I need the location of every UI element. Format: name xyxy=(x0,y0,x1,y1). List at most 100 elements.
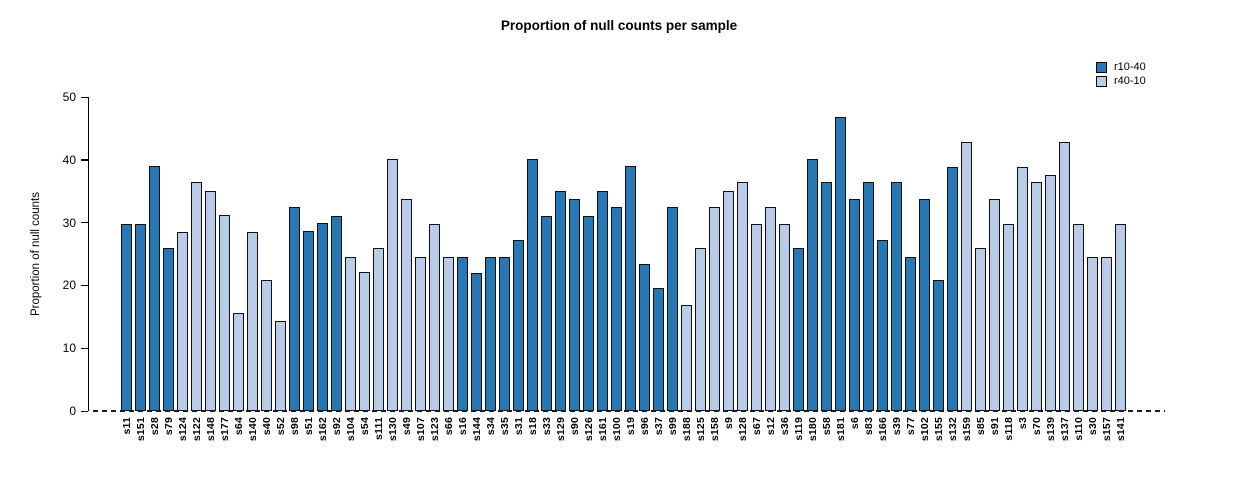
bar xyxy=(905,257,916,411)
bar xyxy=(261,280,272,411)
bar xyxy=(345,257,356,411)
x-tick-label: s155 xyxy=(932,417,945,442)
bar xyxy=(121,223,132,411)
x-tick-label: s98 xyxy=(288,417,301,436)
bar-slot: s122 xyxy=(191,97,203,441)
x-tick-label: s77 xyxy=(904,417,917,436)
bar xyxy=(835,117,846,411)
legend-label: r40-10 xyxy=(1114,74,1146,87)
x-tick-label: s132 xyxy=(946,417,959,442)
x-tick-label: s19 xyxy=(624,417,637,436)
bar xyxy=(1003,223,1014,411)
legend-swatch-r10-40 xyxy=(1096,61,1107,73)
x-tick-label: s166 xyxy=(876,417,889,442)
bar-slot: s180 xyxy=(807,97,819,441)
bar-slot: s158 xyxy=(709,97,721,441)
bar xyxy=(415,257,426,411)
bar xyxy=(1059,142,1070,411)
x-tick-label: s51 xyxy=(302,417,315,436)
bar xyxy=(247,232,258,411)
bar xyxy=(667,206,678,411)
bar-slot: s144 xyxy=(471,97,483,441)
chart-title: Proportion of null counts per sample xyxy=(500,18,738,33)
bar-slot: s52 xyxy=(275,97,287,435)
bar xyxy=(751,223,762,411)
bar-slot: s64 xyxy=(233,97,245,435)
y-tick-label: 10 xyxy=(62,341,76,356)
x-tick-label: s49 xyxy=(400,417,413,436)
bar-slot: s49 xyxy=(401,97,413,435)
x-tick-label: s151 xyxy=(134,417,147,442)
bar-slot: s123 xyxy=(429,97,441,441)
x-tick-label: s177 xyxy=(218,417,231,442)
bar xyxy=(597,191,608,411)
bar xyxy=(135,223,146,411)
zero-baseline xyxy=(93,410,1165,412)
bar-slot: s100 xyxy=(611,97,623,441)
bar-slot: s90 xyxy=(569,97,581,435)
x-tick-label: s161 xyxy=(596,417,609,442)
bar-slot: s54 xyxy=(359,97,371,435)
x-tick-label: s36 xyxy=(778,417,791,436)
x-tick-label: s96 xyxy=(638,417,651,436)
bar-slot: s157 xyxy=(1101,97,1113,441)
bar xyxy=(443,257,454,411)
x-tick-label: s12 xyxy=(764,417,777,436)
bar-slot: s141 xyxy=(1115,97,1127,441)
bar xyxy=(163,247,174,411)
bar xyxy=(583,215,594,411)
x-tick-label: s180 xyxy=(806,417,819,442)
bar xyxy=(233,313,244,411)
bar-slot: s12 xyxy=(765,97,777,435)
x-tick-label: s157 xyxy=(1100,417,1113,442)
x-tick-label: s3 xyxy=(1016,417,1029,430)
bar-slot: s91 xyxy=(989,97,1001,435)
bar-slot: s98 xyxy=(289,97,301,435)
x-tick-label: s66 xyxy=(442,417,455,436)
bar xyxy=(387,158,398,411)
legend-swatch-r40-10 xyxy=(1096,75,1107,87)
y-tick-mark xyxy=(81,159,88,161)
bar xyxy=(681,304,692,411)
bar xyxy=(359,272,370,411)
bar-slot: s161 xyxy=(597,97,609,441)
x-tick-label: s137 xyxy=(1058,417,1071,442)
bar-slot: s181 xyxy=(835,97,847,441)
bar-slot: s9 xyxy=(723,97,735,429)
x-tick-label: s31 xyxy=(512,417,525,436)
bar xyxy=(723,191,734,411)
x-tick-label: s6 xyxy=(848,417,861,430)
x-tick-label: s79 xyxy=(162,417,175,436)
bar-slot: s70 xyxy=(1031,97,1043,435)
bar-slot: s110 xyxy=(1073,97,1085,441)
bar-slot: s159 xyxy=(961,97,973,441)
bar-slot: s96 xyxy=(639,97,651,435)
bar-slot: s128 xyxy=(737,97,749,441)
x-tick-label: s110 xyxy=(1072,417,1085,441)
bar xyxy=(401,198,412,411)
bar-slot: s104 xyxy=(345,97,357,441)
x-tick-label: s181 xyxy=(834,417,847,442)
bar-slot: s126 xyxy=(583,97,595,441)
bar-slot: s18 xyxy=(527,97,539,435)
legend: r10-40 r40-10 xyxy=(1096,60,1146,88)
x-tick-label: s188 xyxy=(680,417,693,442)
bar xyxy=(471,272,482,411)
bar xyxy=(1115,223,1126,411)
bar xyxy=(289,206,300,411)
bar xyxy=(765,206,776,411)
bar xyxy=(989,199,1000,411)
x-tick-label: s99 xyxy=(666,417,679,436)
x-tick-label: s83 xyxy=(862,417,875,436)
bar-slot: s125 xyxy=(695,97,707,441)
bar xyxy=(1073,223,1084,411)
bar xyxy=(821,182,832,411)
bar xyxy=(653,287,664,411)
bar xyxy=(709,206,720,411)
x-tick-label: s126 xyxy=(582,417,595,442)
x-tick-label: s58 xyxy=(820,417,833,436)
bar-slot: s40 xyxy=(261,97,273,435)
bar xyxy=(933,280,944,411)
bar-slot: s30 xyxy=(1087,97,1099,435)
bar xyxy=(919,199,930,411)
